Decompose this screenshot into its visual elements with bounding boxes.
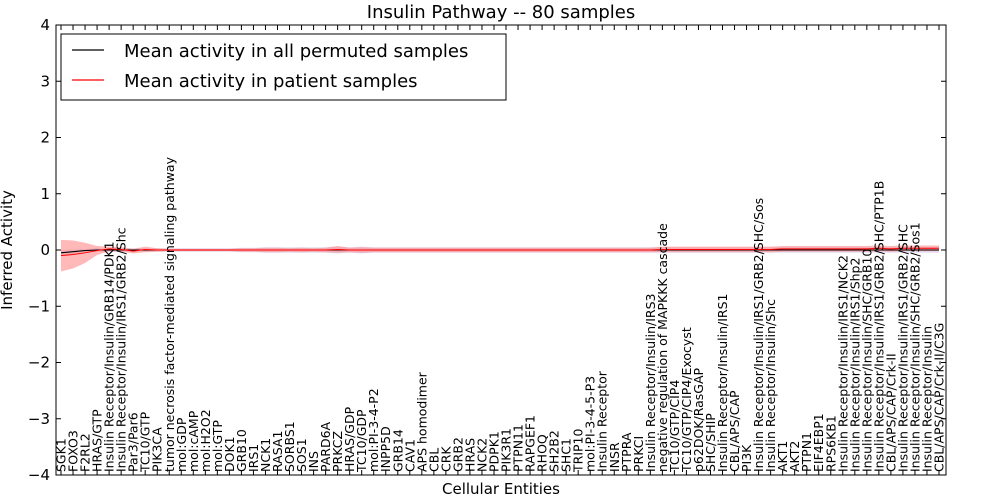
y-tick-label: 3 [40,72,50,90]
y-axis-label: Inferred Activity [0,190,16,310]
x-category-label: TRIP10 [571,429,586,473]
x-category-label: Insulin Receptor/Insulin/IRS1/GRB2/SHC/P… [871,181,886,472]
legend: Mean activity in all permuted samples Me… [60,33,507,101]
x-category-label: Insulin Receptor/Insulin/IRS1 [715,294,730,472]
x-category-label: Insulin Receptor [595,370,610,472]
x-category-label: APS homodimer [414,371,429,472]
x-category-label: RPS6KB1 [823,415,838,472]
x-category-label: Insulin Receptor/Insulin [919,326,934,472]
x-category-label: F2RL2 [78,433,93,472]
x-axis-label: Cellular Entities [442,480,560,498]
x-category-label: CRK [438,446,453,472]
x-category-label: CBL/APS/CAP/Crk-II/C3G [932,323,947,472]
x-category-label: Insulin Receptor/Insulin/IRS1/GRB2/Shc [114,227,129,472]
x-category-label: GRB10 [234,429,249,472]
x-category-label: NCK2 [474,438,489,472]
x-category-label: NCK1 [258,438,273,472]
x-category-label: RAPGEF1 [523,415,538,472]
x-category-label: Par3/Par6 [126,412,141,472]
x-category-label: mol:H2O2 [198,409,213,472]
y-tick-label: −3 [28,410,50,428]
legend-box [60,33,507,101]
x-category-label: GRB14 [390,429,405,472]
x-category-label: SHC/SHIP [703,413,718,472]
x-category-label: PRKCZ [330,431,345,472]
x-category-label: mol:PI-3-4-P2 [366,388,381,472]
band-series-1 [61,239,939,272]
x-category-label: CBL [426,448,441,472]
x-category-label: SH2B2 [547,430,562,472]
x-category-label: HRAS/GDP [342,406,357,472]
x-category-label: tumor necrosis factor-mediated signaling… [162,156,177,472]
x-category-label: AKT2 [787,441,802,472]
x-category-label: Insulin Receptor/Insulin/IRS1/GRB2/SHC [895,224,910,472]
x-category-label: PDPK1 [486,431,501,472]
y-tick-label: 1 [40,185,50,203]
y-tick-label: 4 [40,16,50,34]
x-category-label: Insulin Receptor/Insulin/SHC/GRB10 [859,249,874,472]
x-category-label: SOS1 [294,438,309,472]
x-category-label: INPP5D [378,426,393,472]
x-category-label: DOK1 [222,436,237,472]
x-category-label: PTPN1 [799,432,814,472]
x-category-label: FOXO3 [66,430,81,472]
x-category-label: PIK3CA [150,427,165,472]
x-category-label: CBL/APS/CAP/Crk-II [883,353,898,472]
x-category-label: mol:cAMP [186,410,201,472]
x-category-label: Insulin Receptor/Insulin/IRS1/NCK2 [835,255,850,472]
legend-label-patient: Mean activity in patient samples [124,71,418,92]
x-category-label: TC10/GTP [138,411,153,473]
x-category-label: PIK3R1 [499,428,514,472]
y-tick-label: 2 [40,129,50,147]
x-category-label: AKT1 [775,441,790,472]
x-category-label: RHOQ [535,434,550,472]
x-category-label: TC10/GDP [354,409,369,473]
x-category-label: TC10/GTP/CIP4 [667,380,682,473]
x-category-label: PTPRA [619,432,634,472]
x-category-label: mol:GDP [174,417,189,472]
y-tick-label: 0 [40,241,50,259]
y-tick-label: −2 [28,354,50,372]
legend-label-permuted: Mean activity in all permuted samples [124,41,468,62]
x-category-label: Insulin Receptor/Insulin/IRS1/GRB2/SHC/S… [751,198,766,472]
x-category-label: Insulin Receptor/Insulin/GRB14/PDK1 [102,241,117,472]
plot-area: −4−3−2−101234SGK1FOXO3F2RL2HRAS/GTPInsul… [28,16,947,484]
x-category-label: EIF4EBP1 [811,413,826,472]
x-category-label: mol:PI-3-4-5-P3 [583,376,598,472]
x-category-label: SGK1 [54,438,69,472]
x-category-label: negative regulation of MAPKKK cascade [655,223,670,472]
x-category-label: INSR [607,442,622,472]
x-category-label: CBL/APS/CAP [727,390,742,472]
x-category-label: PRKCI [631,436,646,472]
x-category-label: INS [306,451,321,472]
x-category-label: CAV1 [402,439,417,472]
x-category-label: Insulin Receptor/Insulin/IRS1/Shp2 [847,258,862,472]
x-category-label: PI3K [739,444,754,472]
x-category-label: Insulin Receptor/Insulin/IRS3 [643,294,658,472]
x-category-label: PTPN11 [511,424,526,472]
x-category-label: PARD6A [318,421,333,472]
x-category-label: GRB2 [450,437,465,472]
x-category-label: mol:GTP [210,420,225,472]
x-category-label: SORBS1 [282,421,297,472]
x-category-label: HRAS/GTP [90,409,105,472]
x-category-label: IRS1 [246,444,261,472]
x-category-label: RASA1 [270,431,285,472]
chart-title: Insulin Pathway -- 80 samples [367,2,635,23]
y-tick-label: −4 [28,466,50,484]
x-category-label: SHC1 [559,438,574,472]
x-category-label: Insulin Receptor/Insulin/SHC/GRB2/Sos1 [907,222,922,472]
x-category-label: TC10/GTP/CIP4/Exocyst [679,327,694,473]
x-category-label: HRAS [462,438,477,472]
x-category-label: p62DOK/RasGAP [691,367,706,472]
series-line-1 [60,247,939,257]
x-category-label: Insulin Receptor/Insulin/Shc [763,299,778,472]
y-tick-label: −1 [28,297,50,315]
